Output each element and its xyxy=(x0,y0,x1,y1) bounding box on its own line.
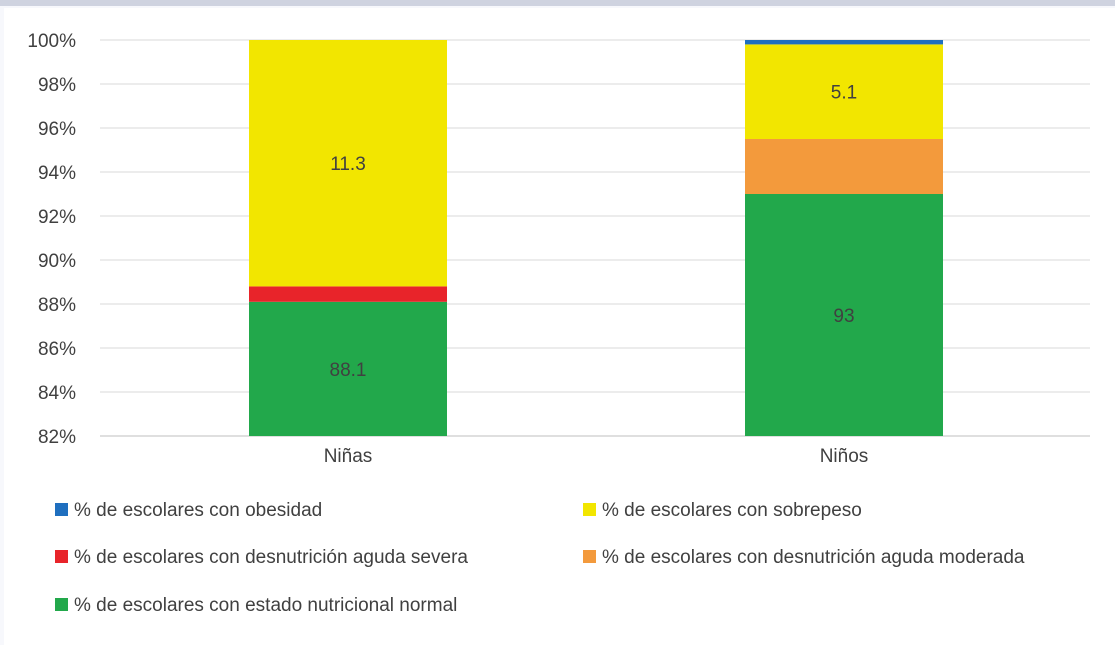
y-tick-label: 84% xyxy=(38,383,76,404)
bar-segment xyxy=(249,40,447,287)
data-label: 11.3 xyxy=(330,154,366,175)
legend-swatch xyxy=(583,550,596,563)
bar-segment xyxy=(745,139,943,194)
y-tick-label: 94% xyxy=(38,163,76,184)
legend-swatch xyxy=(583,503,596,516)
legend-label: % de escolares con desnutrición aguda mo… xyxy=(602,547,1025,568)
y-tick-label: 82% xyxy=(38,427,76,448)
x-axis: Niñas Niños xyxy=(324,446,869,467)
legend-swatch xyxy=(55,550,68,563)
legend-swatch xyxy=(55,598,68,611)
legend: % de escolares con obesidad % de escolare… xyxy=(55,500,1025,616)
legend-swatch xyxy=(55,503,68,516)
bar-segment xyxy=(249,286,447,302)
bar-segment xyxy=(249,301,447,436)
x-category-label: Niños xyxy=(820,446,869,467)
bars: 88.1 11.3 93 5.1 xyxy=(249,40,943,436)
y-tick-label: 92% xyxy=(38,207,76,228)
legend-label: % de escolares con obesidad xyxy=(74,500,322,521)
data-label: 88.1 xyxy=(330,360,367,381)
y-tick-label: 98% xyxy=(38,75,76,96)
y-tick-label: 100% xyxy=(27,31,76,52)
top-strip xyxy=(0,0,1115,6)
y-tick-label: 90% xyxy=(38,251,76,272)
y-axis: 100% 98% 96% 94% 92% 90% 88% 86% 84% 82% xyxy=(27,31,76,448)
legend-label: % de escolares con estado nutricional no… xyxy=(74,595,457,616)
x-category-label: Niñas xyxy=(324,446,373,467)
data-label: 93 xyxy=(833,306,854,327)
bar-segment xyxy=(745,40,943,45)
legend-label: % de escolares con desnutrición aguda se… xyxy=(74,547,468,568)
y-tick-label: 86% xyxy=(38,339,76,360)
legend-label: % de escolares con sobrepeso xyxy=(602,500,862,521)
bar-segment xyxy=(745,194,943,436)
y-tick-label: 88% xyxy=(38,295,76,316)
bar-segment xyxy=(745,44,943,139)
y-tick-label: 96% xyxy=(38,119,76,140)
data-label: 5.1 xyxy=(831,83,857,104)
